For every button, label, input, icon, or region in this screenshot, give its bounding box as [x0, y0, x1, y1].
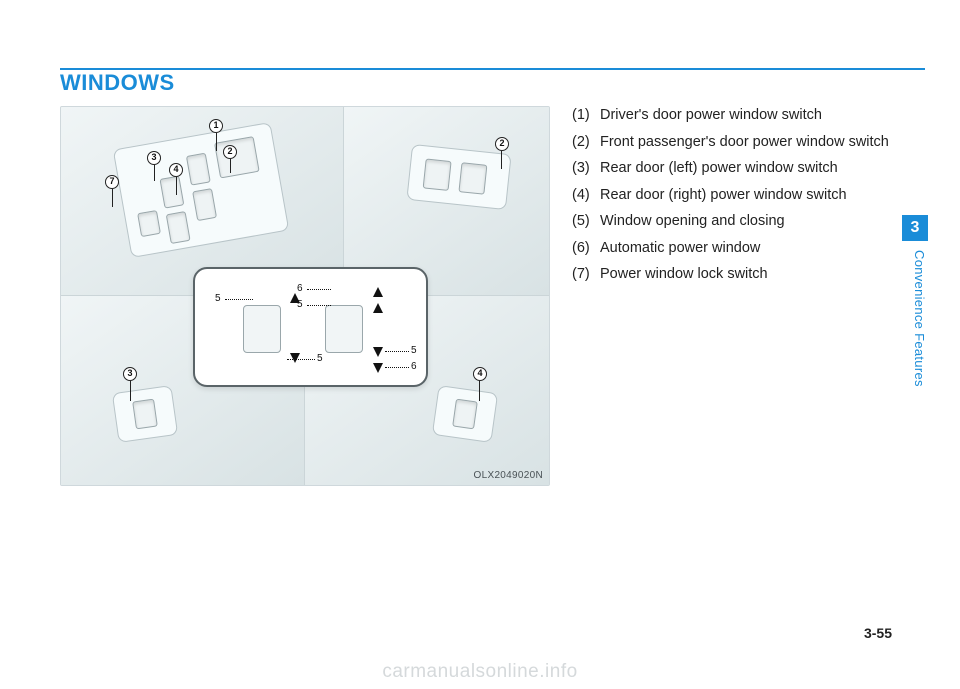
chapter-label: Convenience Features [912, 250, 927, 387]
lead-4a [176, 177, 177, 195]
list-item: (4) Rear door (right) power window switc… [572, 186, 900, 206]
overlay-num-l-bot: 5 [317, 353, 323, 364]
callout-7: 7 [105, 175, 119, 189]
switch-1 [186, 153, 211, 186]
callout-2b: 2 [495, 137, 509, 151]
dots-r3 [385, 351, 409, 352]
list-num: (4) [572, 186, 600, 206]
list-num: (7) [572, 265, 600, 285]
list-text: Rear door (right) power window switch [600, 186, 900, 206]
callout-1: 1 [209, 119, 223, 133]
overlay-num-r2: 5 [411, 345, 417, 356]
dots-r2 [307, 305, 331, 306]
mirror-switch [214, 136, 260, 178]
list-item: (7) Power window lock switch [572, 265, 900, 285]
rear-right-sw [452, 399, 478, 430]
callout-3a: 3 [147, 151, 161, 165]
lead-2a [230, 159, 231, 173]
overlay-switch-left [243, 305, 281, 353]
watermark: carmanualsonline.info [0, 661, 960, 683]
rear-right-panel [432, 385, 498, 443]
list-text: Window opening and closing [600, 212, 900, 232]
lead-7 [112, 189, 113, 207]
page-content: WINDOWS 1 2 3 4 7 [60, 70, 900, 649]
dots-l2 [287, 359, 315, 360]
pass-sw-b [458, 162, 487, 195]
lead-1 [216, 133, 217, 151]
overlay-num-r1: 5 [297, 299, 303, 310]
callout-4a: 4 [169, 163, 183, 177]
page-number: 3-55 [864, 625, 892, 641]
content-row: 1 2 3 4 7 2 3 [60, 106, 900, 486]
switch-3 [159, 176, 184, 209]
figure: 1 2 3 4 7 2 3 [60, 106, 550, 486]
arrow-up-right-1 [373, 287, 383, 297]
section-title: WINDOWS [60, 70, 900, 96]
callout-4b: 4 [473, 367, 487, 381]
rear-left-panel [112, 385, 178, 443]
legend-list: (1) Driver's door power window switch (2… [572, 106, 900, 486]
list-item: (3) Rear door (left) power window switch [572, 159, 900, 179]
list-item: (5) Window opening and closing [572, 212, 900, 232]
overlay-panel: 5 5 6 5 5 6 [193, 267, 428, 387]
callout-2a: 2 [223, 145, 237, 159]
arrow-down-left [290, 353, 300, 363]
list-num: (6) [572, 239, 600, 259]
dots-r4 [385, 367, 409, 368]
lead-3b [130, 381, 131, 401]
chapter-tab: 3 [902, 215, 928, 241]
list-text: Automatic power window [600, 239, 900, 259]
list-text: Rear door (left) power window switch [600, 159, 900, 179]
overlay-num-l-top: 5 [215, 293, 221, 304]
list-item: (1) Driver's door power window switch [572, 106, 900, 126]
lead-3a [154, 165, 155, 181]
overlay-num-r0: 6 [297, 283, 303, 294]
lead-4b [479, 381, 480, 401]
list-num: (5) [572, 212, 600, 232]
rear-left-sw [132, 399, 158, 430]
dots-l1 [225, 299, 253, 300]
image-code: OLX2049020N [474, 470, 543, 481]
list-num: (3) [572, 159, 600, 179]
switch-2 [192, 188, 217, 221]
list-num: (1) [572, 106, 600, 126]
callout-3b: 3 [123, 367, 137, 381]
passenger-panel [406, 144, 511, 210]
dots-r1 [307, 289, 331, 290]
switch-4 [166, 211, 191, 244]
list-item: (6) Automatic power window [572, 239, 900, 259]
list-item: (2) Front passenger's door power window … [572, 133, 900, 153]
list-text: Driver's door power window switch [600, 106, 900, 126]
overlay-num-r3: 6 [411, 361, 417, 372]
list-num: (2) [572, 133, 600, 153]
list-text: Power window lock switch [600, 265, 900, 285]
switch-7 [137, 210, 161, 237]
pass-sw-a [423, 158, 452, 191]
overlay-switch-right [325, 305, 363, 353]
arrow-down-right-2 [373, 363, 383, 373]
list-text: Front passenger's door power window swit… [600, 133, 900, 153]
lead-2b [501, 151, 502, 169]
arrow-up-right-2 [373, 303, 383, 313]
arrow-down-right-1 [373, 347, 383, 357]
